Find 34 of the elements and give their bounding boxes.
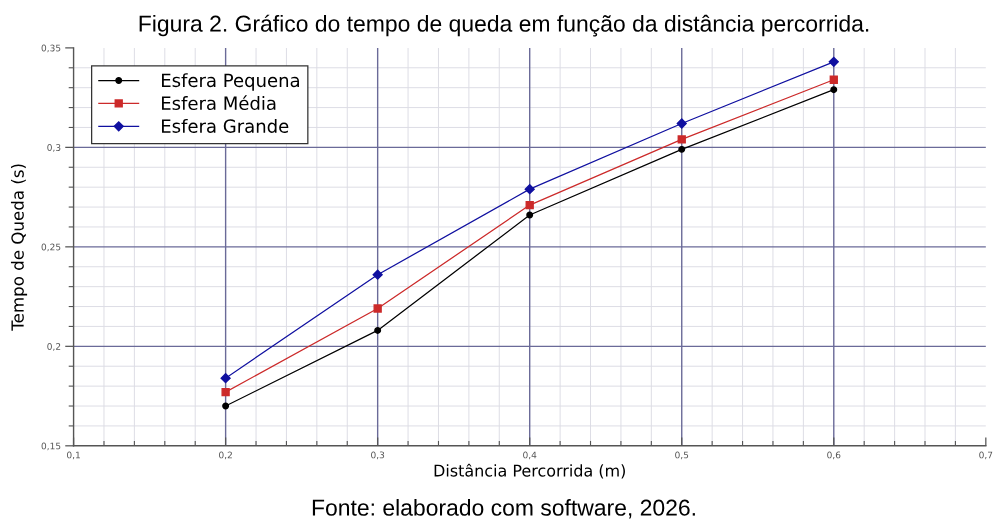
y-tick-label: 0,3	[47, 144, 61, 152]
legend-label: Esfera Pequena	[162, 73, 299, 91]
y-tick-label: 0,2	[47, 343, 61, 351]
point	[526, 211, 534, 219]
y-tick-label: 0,15	[41, 442, 61, 451]
x-tick-label: 0,1	[67, 451, 80, 460]
y-axis-title: Tempo de Queda (s)	[10, 164, 28, 331]
point	[525, 200, 534, 210]
x-tick-label: 0,3	[371, 451, 385, 460]
y-tick-label: 0,25	[41, 243, 61, 252]
point	[676, 118, 687, 129]
legend-label: Esfera Grande	[162, 118, 289, 133]
point	[221, 387, 230, 397]
point	[828, 56, 839, 67]
y-tick-label: 0,35	[41, 44, 61, 53]
source-note: Fonte: elaborado com software, 2026.	[312, 498, 695, 519]
point	[678, 145, 686, 153]
point	[372, 269, 383, 280]
point	[830, 86, 838, 94]
point	[374, 326, 382, 334]
point	[220, 373, 231, 384]
point	[829, 75, 838, 84]
point	[373, 304, 382, 313]
point	[524, 184, 535, 195]
x-tick-label: 0,2	[219, 451, 232, 460]
x-tick-label: 0,5	[675, 451, 689, 460]
point	[222, 402, 230, 410]
legend-label: Esfera Média	[162, 95, 276, 111]
x-tick-label: 0,4	[523, 451, 537, 460]
x-axis-title: Distância Percorrida (m)	[434, 463, 625, 479]
chart-title: Figura 2. Gráfico do tempo de queda em função da distância percorrida.	[139, 14, 869, 37]
x-tick-label: 0,6	[827, 451, 841, 460]
point	[677, 135, 686, 144]
x-tick-label: 0,7	[979, 451, 993, 460]
